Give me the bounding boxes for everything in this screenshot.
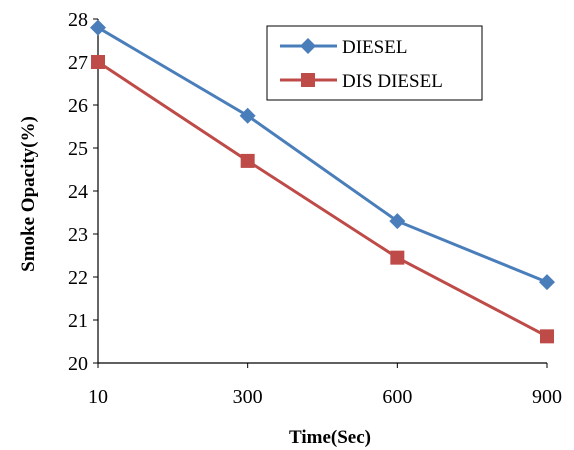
x-tick-label: 600 [382, 386, 412, 408]
x-axis-title: Time(Sec) [289, 427, 371, 448]
series-group [90, 19, 555, 344]
legend-item: DIS DIESEL [280, 71, 443, 92]
y-tick-label: 22 [68, 267, 88, 289]
y-tick-label: 23 [68, 224, 88, 246]
y-tick-label: 20 [68, 353, 88, 375]
data-point [539, 274, 555, 291]
data-point [240, 153, 255, 168]
y-tick-label: 24 [68, 181, 88, 203]
x-tick-label: 300 [233, 386, 263, 408]
y-axis-ticks: 20 21 22 23 24 25 26 27 28 [68, 9, 98, 375]
x-tick-label: 900 [532, 386, 562, 408]
y-tick-label: 21 [68, 310, 88, 332]
x-axis-ticks: 10 300 600 900 [88, 363, 562, 408]
legend-box [266, 25, 483, 101]
y-tick-label: 26 [68, 95, 88, 117]
data-point [91, 55, 105, 69]
series-dis-diesel [91, 55, 554, 344]
legend-item: DIESEL [280, 37, 407, 58]
series-line [97, 26, 548, 284]
legend-marker [300, 38, 316, 54]
y-tick-label: 27 [68, 52, 88, 74]
legend-label: DIESEL [342, 37, 407, 58]
data-point [239, 107, 256, 124]
y-tick-label: 28 [68, 9, 88, 31]
series-diesel [90, 19, 555, 291]
x-tick-label: 10 [88, 386, 108, 408]
legend-marker [301, 73, 315, 87]
data-point [389, 213, 406, 230]
series-line [97, 60, 548, 338]
y-tick-label: 25 [68, 138, 88, 160]
data-point [390, 250, 405, 265]
legend-label: DIS DIESEL [342, 71, 443, 92]
legend: DIESEL DIS DIESEL [266, 25, 483, 101]
data-point [540, 329, 554, 344]
data-point [90, 19, 106, 36]
y-axis-title: Smoke Opacity(%) [18, 116, 39, 272]
